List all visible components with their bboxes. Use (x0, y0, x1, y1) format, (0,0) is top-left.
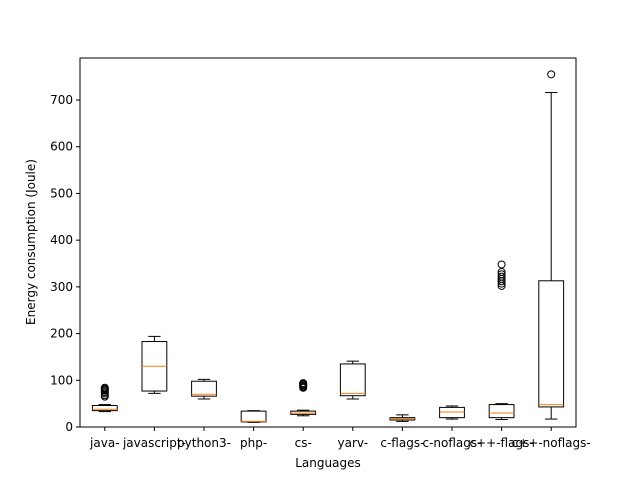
x-tick-label: c-noflags- (423, 436, 482, 450)
y-axis: 0 100 200 300 400 500 600 700 (50, 93, 80, 434)
y-tick-label: 700 (50, 93, 73, 107)
box (240, 410, 267, 423)
x-tick-label: c++-noflags- (512, 436, 591, 450)
x-tick-label: php- (240, 436, 267, 450)
y-tick-label: 300 (50, 280, 73, 294)
x-tick-label: yarv- (338, 436, 369, 450)
outlier-point (299, 379, 308, 388)
outlier-point (497, 260, 506, 269)
x-tick-label: c-flags- (380, 436, 424, 450)
y-axis-label: Energy consumption (Joule) (24, 159, 38, 325)
x-tick-label: c++-flags- (470, 436, 534, 450)
x-tick-label: cs- (295, 436, 312, 450)
x-tick-label: javascript- (122, 436, 186, 450)
outlier-point (547, 70, 556, 79)
y-tick-label: 600 (50, 140, 73, 154)
x-axis-label: Languages (295, 456, 360, 470)
outlier-point (100, 383, 109, 392)
box-group (141, 335, 168, 394)
box (91, 405, 118, 412)
box-group (91, 383, 118, 413)
box (488, 404, 515, 419)
box-group (538, 70, 565, 420)
box (339, 363, 366, 397)
x-tick-label: python3- (177, 436, 231, 450)
box-group (290, 379, 317, 417)
y-tick-label: 100 (50, 373, 73, 387)
outlier-point (497, 272, 506, 281)
y-tick-label: 0 (65, 420, 73, 434)
y-tick-label: 400 (50, 233, 73, 247)
y-tick-label: 200 (50, 327, 73, 341)
plot-marks (91, 70, 565, 423)
x-tick-label: java- (89, 436, 119, 450)
box-group (488, 260, 515, 421)
box (538, 280, 565, 408)
box-group (240, 410, 267, 423)
box-group (339, 360, 366, 400)
box-group (389, 414, 416, 422)
box-group (191, 378, 217, 400)
x-axis: java-javascript-python3- php-cs-yarv-c-fl… (89, 427, 591, 450)
plot-frame (79, 57, 577, 428)
box (191, 380, 217, 397)
box-group (439, 405, 465, 420)
y-tick-label: 500 (50, 186, 73, 200)
outlier-point (497, 270, 506, 279)
